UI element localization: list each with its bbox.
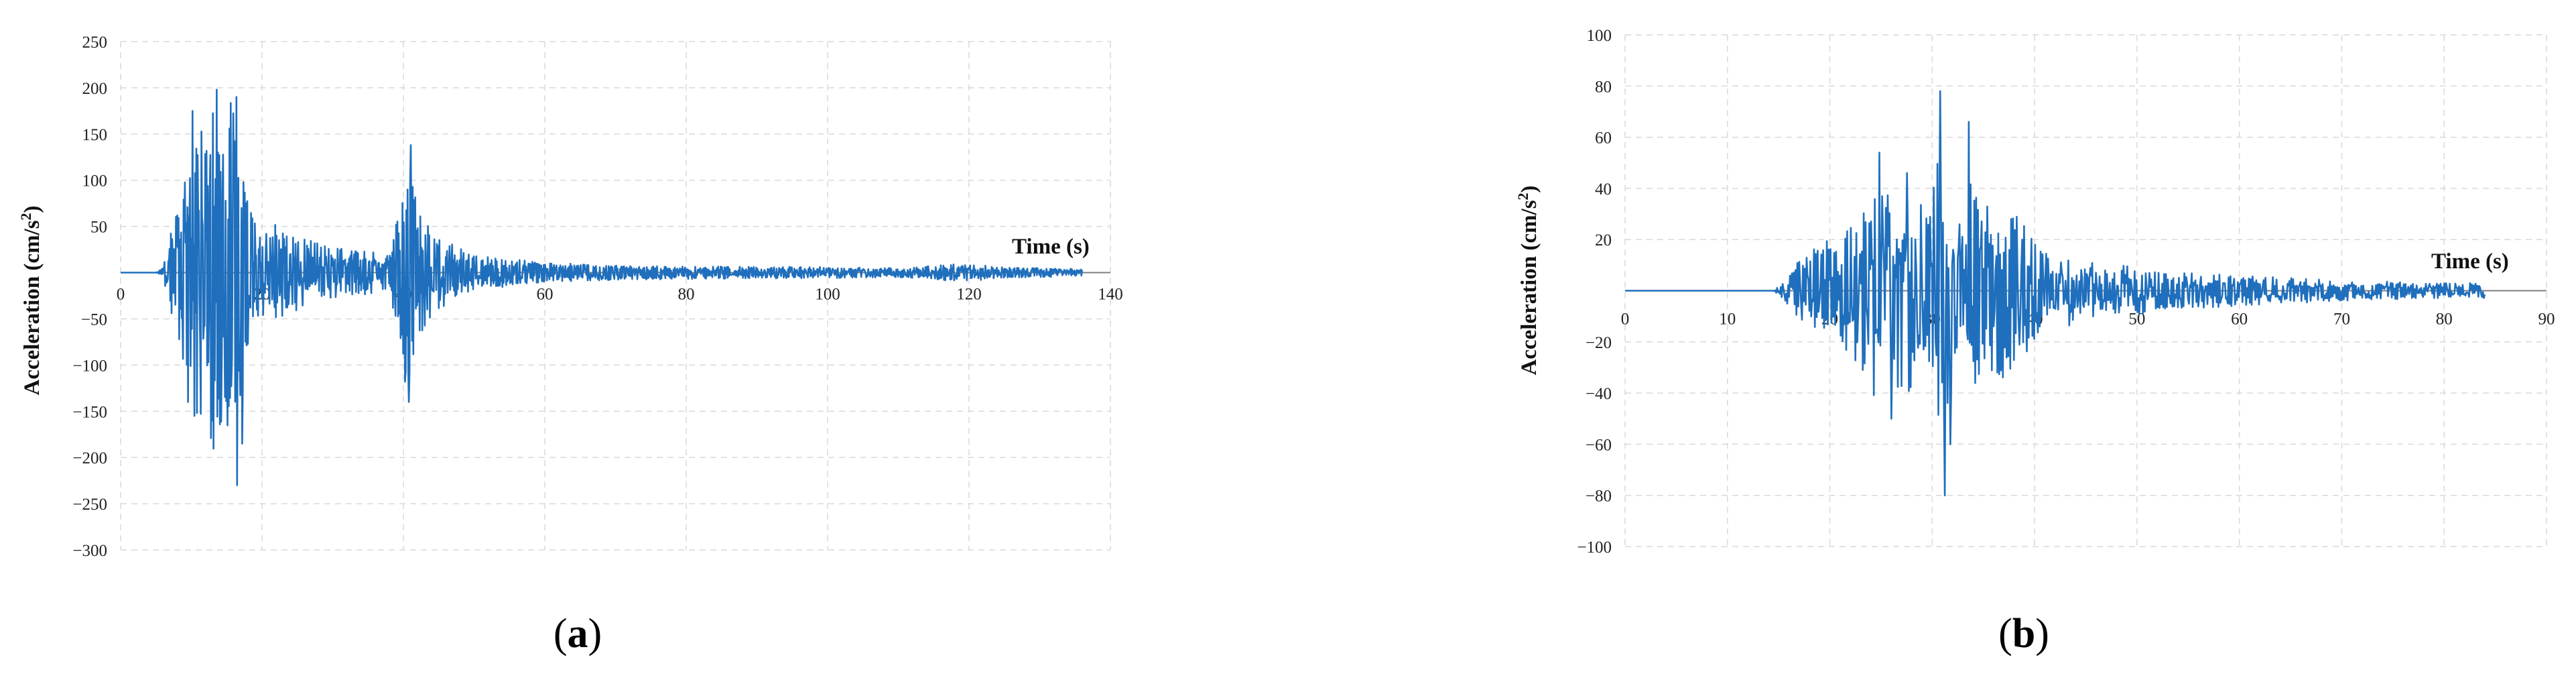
y-tick-label: −40 [1586, 385, 1612, 403]
panel-a-y-axis-title-sup: 2 [17, 213, 34, 220]
y-tick-label: −250 [72, 496, 107, 514]
x-tick-label: 90 [2538, 310, 2555, 329]
x-tick-label: 60 [2231, 310, 2248, 329]
panel-b-x-tick-labels: 0 10 20 30 40 50 60 70 80 90 [1621, 310, 2555, 329]
y-tick-label: 40 [1595, 180, 1612, 199]
y-tick-label: −80 [1586, 488, 1612, 506]
panel-b-y-axis-title-sup: 2 [1515, 192, 1531, 200]
y-tick-label: −60 [1586, 436, 1612, 454]
y-tick-label: 60 [1595, 129, 1612, 148]
y-tick-label: 20 [1595, 231, 1612, 249]
y-tick-label: 200 [82, 80, 108, 98]
y-tick-label: −200 [72, 449, 107, 467]
panel-a-x-tick-labels: 0 20 40 60 80 100 120 140 [117, 286, 1123, 304]
y-tick-label: −50 [81, 310, 107, 329]
panel-a-caption: (a) [554, 611, 602, 657]
panel-a-caption-open: ( [554, 611, 568, 657]
y-tick-label: −100 [72, 357, 107, 375]
panel-a-caption-close: ) [588, 611, 602, 657]
panel-b-caption: (b) [1998, 611, 2049, 657]
x-tick-label: 120 [956, 286, 982, 304]
y-tick-label: 250 [82, 34, 108, 52]
x-tick-label: 80 [2436, 310, 2453, 329]
panel-a-y-axis-title-main: Acceleration (cm/s [20, 220, 44, 395]
x-tick-label: 140 [1098, 286, 1123, 304]
x-tick-label: 70 [2333, 310, 2350, 329]
panel-b-y-axis-title-end: ) [1517, 185, 1541, 192]
y-tick-label: −100 [1577, 539, 1612, 557]
y-tick-label: 100 [1587, 27, 1612, 45]
panel-a-caption-letter: a [568, 611, 588, 657]
x-tick-label: 0 [1621, 310, 1630, 329]
panel-b-caption-open: ( [1998, 611, 2012, 657]
panel-a-x-axis-title: Time (s) [1012, 235, 1090, 259]
x-tick-label: 100 [815, 286, 840, 304]
x-tick-label: 10 [1719, 310, 1736, 329]
y-tick-label: −150 [72, 403, 107, 421]
x-tick-label: 60 [537, 286, 554, 304]
panel-b-caption-letter: b [2012, 611, 2035, 657]
y-tick-label: 150 [82, 126, 108, 144]
panel-a-series-line [120, 89, 1083, 486]
panel-b-y-axis-title: Acceleration (cm/s2) [1515, 185, 1542, 375]
y-tick-label: 100 [82, 172, 108, 190]
panel-a-y-axis-title: Acceleration (cm/s2) [17, 205, 45, 395]
panel-a-y-tick-labels: 250 200 150 100 50 −50 −100 −150 −200 −250 −300 [72, 34, 107, 560]
panel-b-caption-close: ) [2035, 611, 2049, 657]
panel-b-series-line [1625, 90, 2486, 496]
x-tick-label: 0 [117, 286, 125, 304]
x-tick-label: 80 [678, 286, 695, 304]
panel-a-y-axis-title-end: ) [20, 205, 44, 213]
y-tick-label: 50 [90, 219, 107, 237]
y-tick-label: −20 [1586, 334, 1612, 352]
panel-b-y-axis-title-main: Acceleration (cm/s [1517, 200, 1541, 375]
y-tick-label: 80 [1595, 78, 1612, 96]
panel-b-y-tick-labels: 100 80 60 40 20 −20 −40 −60 −80 −100 [1577, 27, 1612, 557]
y-tick-label: −300 [72, 542, 107, 560]
panel-b-x-axis-title: Time (s) [2431, 249, 2509, 274]
